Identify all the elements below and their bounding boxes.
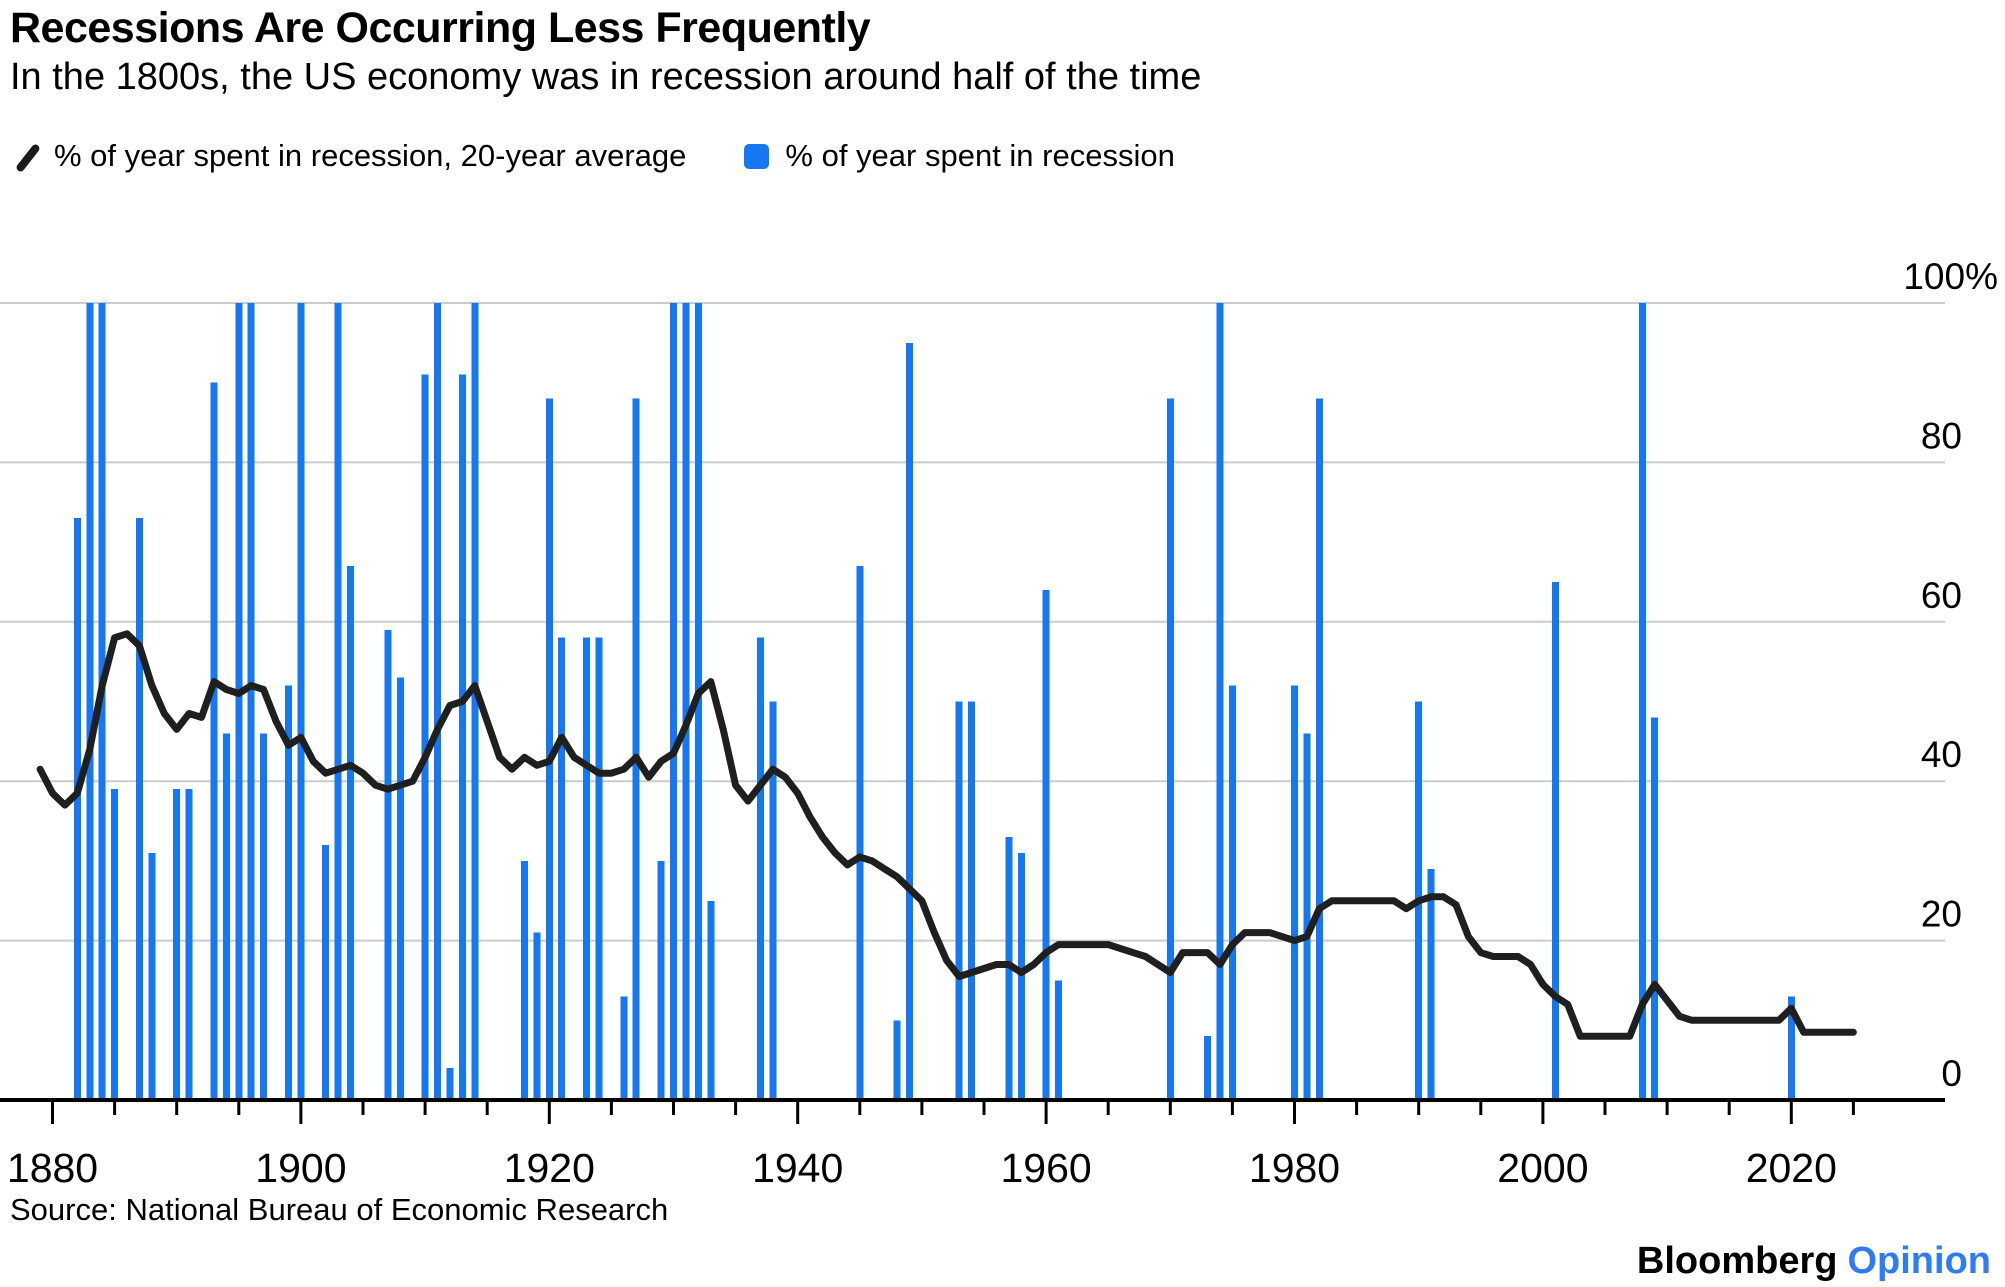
recession-bar-1938	[769, 701, 777, 1100]
recession-bar-1904	[347, 566, 355, 1100]
x-axis-label-2020: 2020	[1746, 1145, 1837, 1191]
recession-bar-1930	[670, 303, 677, 1100]
recession-bar-1982	[1315, 398, 1323, 1100]
recession-bar-1918	[520, 860, 528, 1100]
recession-bar-1960	[1042, 589, 1050, 1100]
recession-bar-1900	[297, 303, 305, 1100]
legend-item-average: % of year spent in recession, 20-year av…	[10, 138, 686, 174]
y-axis-label-40: 40	[1921, 734, 1962, 775]
recession-bar-1896	[247, 303, 255, 1100]
recession-bar-2001	[1551, 581, 1559, 1100]
recession-bar-1902	[322, 844, 330, 1100]
recession-bar-1980	[1291, 685, 1298, 1100]
recession-bar-1953	[955, 701, 963, 1100]
source-note: Source: National Bureau of Economic Rese…	[10, 1192, 669, 1227]
recession-bar-1948	[893, 1020, 901, 1100]
recession-bar-1913	[458, 374, 466, 1101]
recession-bar-1883	[86, 303, 94, 1100]
recession-bar-1961	[1055, 980, 1063, 1100]
recession-bar-1895	[235, 303, 243, 1100]
recession-bar-1974	[1216, 303, 1224, 1100]
y-axis-label-20: 20	[1921, 894, 1962, 935]
bar-swatch-icon	[744, 143, 770, 169]
recession-bar-1903	[334, 303, 342, 1100]
recession-bar-1954	[968, 701, 976, 1100]
recession-bar-1882	[73, 518, 81, 1100]
recession-bar-2020	[1787, 996, 1795, 1100]
recession-bar-1975	[1228, 685, 1236, 1100]
chart-subtitle: In the 1800s, the US economy was in rece…	[10, 56, 1202, 98]
recession-bar-1927	[632, 398, 640, 1100]
recession-bar-1899	[284, 685, 292, 1100]
legend-label-average: % of year spent in recession, 20-year av…	[54, 138, 687, 173]
recession-bar-2008	[1638, 303, 1646, 1100]
recession-bar-1949	[905, 342, 913, 1101]
recession-bar-1970	[1166, 398, 1174, 1100]
recession-bar-1908	[396, 677, 404, 1100]
x-axis-label-1900: 1900	[255, 1145, 346, 1191]
brand-opinion: Opinion	[1847, 1240, 1991, 1282]
recession-bar-1885	[111, 789, 119, 1100]
recession-bar-1919	[533, 932, 541, 1100]
x-axis-label-1940: 1940	[752, 1145, 843, 1191]
legend-item-recession: % of year spent in recession	[744, 138, 1175, 174]
recession-bar-1921	[558, 637, 566, 1100]
y-axis-label-100: 100%	[1903, 256, 1998, 297]
brand-logo: Bloomberg Opinion	[1637, 1240, 1991, 1283]
recession-bar-2009	[1651, 717, 1659, 1100]
recession-bar-1923	[583, 637, 591, 1100]
recession-bar-1888	[148, 852, 156, 1100]
recession-bar-1911	[434, 303, 442, 1100]
x-axis-label-1920: 1920	[504, 1145, 595, 1191]
recession-bar-1887	[135, 518, 143, 1100]
average-line	[36, 630, 1857, 1040]
x-axis-label-2000: 2000	[1497, 1145, 1588, 1191]
y-axis-label-60: 60	[1921, 575, 1962, 616]
y-axis-label-0: 0	[1941, 1053, 1962, 1094]
recession-bar-1890	[173, 789, 181, 1100]
recession-bar-1914	[471, 303, 479, 1100]
recession-bar-1945	[856, 566, 864, 1100]
legend: % of year spent in recession, 20-year av…	[10, 136, 1175, 176]
recession-bar-1926	[620, 996, 628, 1100]
recession-bar-1924	[595, 637, 603, 1100]
x-axis-label-1960: 1960	[1000, 1145, 1091, 1191]
legend-label-recession: % of year spent in recession	[785, 138, 1175, 173]
recession-bar-1981	[1303, 733, 1311, 1100]
y-axis-label-80: 80	[1921, 415, 1962, 456]
recession-bar-1937	[756, 637, 764, 1100]
recession-bar-1991	[1427, 868, 1435, 1100]
x-axis-label-1980: 1980	[1249, 1145, 1340, 1191]
recession-bar-1929	[657, 860, 665, 1100]
recession-bar-1910	[421, 374, 429, 1101]
recession-bar-1920	[545, 398, 553, 1100]
recession-bar-1933	[707, 900, 715, 1100]
recession-bar-1958	[1017, 852, 1025, 1100]
recession-bar-1891	[185, 789, 193, 1100]
recession-bar-1893	[210, 382, 218, 1100]
recession-bar-1931	[682, 303, 690, 1100]
recession-bar-1912	[446, 1068, 454, 1100]
recession-bar-1907	[384, 629, 392, 1100]
brand-bloomberg: Bloomberg	[1636, 1240, 1838, 1282]
x-axis-label-1880: 1880	[7, 1145, 98, 1191]
chart-title: Recessions Are Occurring Less Frequently	[10, 4, 871, 52]
recession-bar-1894	[222, 733, 230, 1100]
recession-bar-1897	[260, 733, 268, 1100]
recession-bar-1973	[1204, 1036, 1212, 1100]
